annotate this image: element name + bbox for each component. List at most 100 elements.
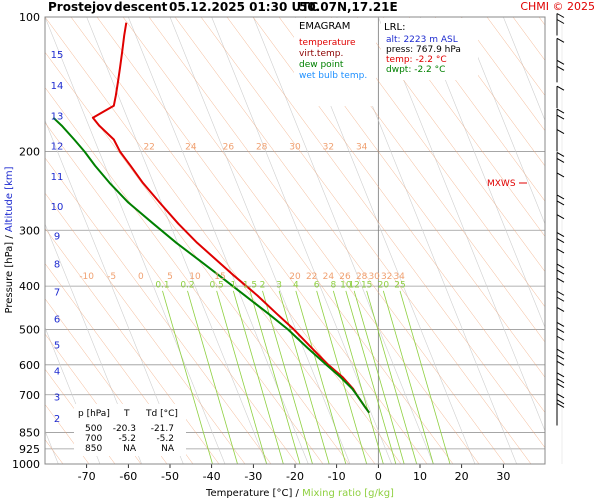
wind-barb [556, 360, 565, 384]
altitude-tick-label: 12 [51, 142, 64, 153]
isotherm-line [461, 17, 545, 225]
svg-text:Temperature [°C] / Mixing rati: Temperature [°C] / Mixing ratio [g/kg] [205, 488, 394, 499]
adiabat-line [45, 368, 116, 464]
barb-feather [556, 85, 565, 91]
wind-barb [556, 37, 565, 61]
mixing-ratio-line [162, 290, 213, 464]
x-tick-label: 10 [413, 470, 427, 483]
barb-feather [556, 348, 565, 354]
credit-text: CHMI © 2025 [520, 0, 595, 13]
wind-barb [556, 263, 565, 287]
x-tick-label: 30 [496, 470, 510, 483]
mixing-ratio-label: 0.1 [155, 281, 169, 291]
barb-feather [556, 393, 565, 399]
mixing-ratio-line [262, 290, 313, 464]
barb-feather [556, 65, 565, 71]
x-tick-label: -50 [161, 470, 179, 483]
barb-feather [556, 290, 565, 296]
altitude-tick-label: 8 [54, 259, 60, 270]
mixing-ratio-label: 10 [340, 281, 352, 291]
barb-feather [556, 238, 565, 244]
barb-feather [556, 263, 565, 269]
altitude-tick-label: 4 [54, 366, 60, 377]
barb-feather [556, 307, 565, 312]
barb-feather [556, 321, 565, 327]
altitude-tick-label: 15 [51, 50, 64, 61]
station-coords: 50.07N,17.21E [299, 0, 398, 14]
adiabat-line [70, 17, 402, 464]
wind-barb [556, 348, 565, 372]
adiabat-line [148, 17, 480, 464]
isotherm-line [45, 223, 142, 464]
mixing-ratio-label: 3 [276, 281, 282, 291]
adiabat-line [486, 17, 545, 96]
x-tick-label: 0 [375, 470, 382, 483]
barb-feather [556, 232, 565, 238]
x-tick-label: 20 [455, 470, 469, 483]
temperature-line [91, 22, 371, 414]
barb-feather [556, 335, 565, 341]
adiabat-line [408, 17, 545, 202]
summary-table-bg [74, 404, 186, 456]
isotherm-line [253, 17, 434, 464]
potential-temp-label: 10 [189, 272, 201, 282]
mixing-ratio-line [353, 290, 405, 464]
adiabat-line [45, 263, 194, 464]
mixing-ratio-label: 6 [314, 281, 320, 291]
table-header-td: Td [°C] [145, 409, 178, 419]
pressure-tick-label: 700 [19, 389, 40, 402]
y-axis-title: Pressure [hPa] / Altitude [km] [4, 166, 15, 313]
barb-feather [556, 383, 565, 388]
adiabat-line [434, 17, 545, 167]
table-cell: 850 [85, 444, 102, 454]
adiabat-line [591, 17, 600, 464]
table-header-t: T [123, 409, 130, 419]
pressure-tick-label: 500 [19, 323, 40, 336]
mixing-ratio-line [366, 290, 418, 464]
barb-feather [556, 108, 565, 114]
adiabat-line [45, 333, 142, 464]
altitude-tick-label: 11 [51, 172, 64, 183]
pressure-tick-label: 100 [19, 11, 40, 24]
potential-temp-label: 15 [214, 272, 225, 282]
barb-feather [556, 378, 565, 384]
lrl-box [381, 18, 478, 80]
potential-temp-label: 32 [323, 143, 334, 153]
altitude-tick-label: 9 [54, 231, 60, 242]
legend-dew-point: dew point [299, 60, 344, 70]
pressure-tick-label: 300 [19, 224, 40, 237]
barb-feather [556, 214, 565, 220]
lrl-title: LRL: [384, 22, 405, 33]
mixing-ratio-label: 0.5 [210, 281, 224, 291]
potential-temp-label: 30 [368, 272, 380, 282]
barb-feather [556, 372, 565, 378]
altitude-tick-label: 10 [51, 202, 64, 213]
potential-temp-label: 0 [138, 272, 144, 282]
barb-feather [556, 354, 565, 360]
wind-barb [556, 108, 565, 132]
pressure-tick-label: 200 [19, 146, 40, 159]
lrl-temp: temp: -2.2 °C [386, 55, 447, 65]
barb-feather [556, 59, 565, 65]
potential-temp-label: 5 [167, 272, 173, 282]
lrl-alt: alt: 2223 m ASL [386, 35, 458, 45]
adiabat-line [45, 17, 376, 464]
isotherm-line [45, 326, 101, 464]
mixing-ratio-label: 12 [348, 281, 359, 291]
x-tick-label: -20 [286, 470, 304, 483]
barb-feather [556, 248, 565, 254]
potential-temp-label: -5 [107, 272, 116, 282]
potential-temp-label: 26 [339, 272, 351, 282]
adiabat-line [174, 17, 506, 464]
mixing-ratio-line [345, 290, 397, 464]
adiabat-line [330, 17, 545, 308]
potential-temp-label: 32 [381, 272, 392, 282]
wind-barb [556, 59, 565, 83]
barb-feather [556, 13, 565, 18]
adiabat-line [45, 192, 246, 464]
mixing-ratio-label: 1 [230, 281, 236, 291]
table-cell: -20.3 [113, 424, 136, 434]
adiabat-line [45, 87, 324, 464]
pressure-tick-label: 1000 [12, 458, 40, 471]
altitude-tick-label: 2 [54, 414, 60, 425]
